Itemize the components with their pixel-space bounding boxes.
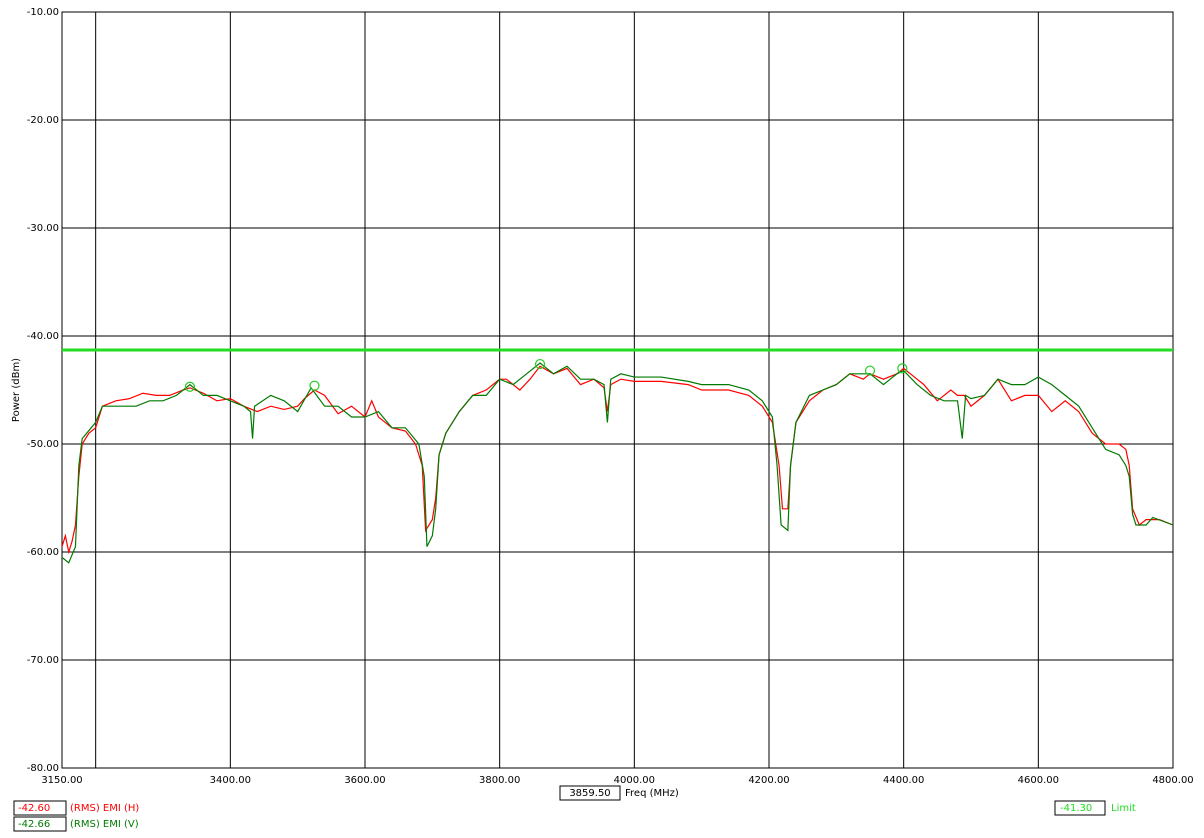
legend-readout-box: [13, 800, 67, 816]
peak-marker: [534, 358, 546, 370]
y-tick-label: -30.00: [27, 223, 59, 234]
series-line: [61, 362, 1174, 564]
legend-readout-box: [13, 816, 67, 832]
y-tick-label: -20.00: [27, 115, 59, 126]
x-tick-label: 4800.00: [1152, 775, 1193, 786]
limit-readout-box: [1054, 800, 1106, 816]
plot-area: [61, 11, 1174, 769]
x-tick-label: 3800.00: [479, 775, 520, 786]
y-tick-label: -40.00: [27, 331, 59, 342]
x-axis-label: Freq (MHz): [625, 788, 679, 799]
x-tick-label: 3400.00: [210, 775, 251, 786]
x-tick-label: 3150.00: [41, 775, 82, 786]
y-tick-label: -80.00: [27, 763, 59, 774]
legend-readout: -42.66: [18, 819, 50, 830]
limit-readout: -41.30: [1060, 803, 1092, 814]
legend-readout: -42.60: [18, 803, 50, 814]
y-tick-label: -50.00: [27, 439, 59, 450]
y-axis-label: Power (dBm): [11, 358, 22, 422]
legend-label: (RMS) EMI (H): [70, 803, 139, 814]
y-tick-label: -60.00: [27, 547, 59, 558]
y-tick-label: -70.00: [27, 655, 59, 666]
peak-marker: [309, 380, 320, 391]
x-tick-label: 4600.00: [1018, 775, 1059, 786]
x-tick-label: 4400.00: [883, 775, 924, 786]
freq-readout-box: [559, 785, 621, 801]
peak-marker: [897, 363, 908, 374]
legend-label: (RMS) EMI (V): [70, 819, 139, 830]
limit-name: Limit: [1111, 803, 1136, 814]
freq-readout: 3859.50: [569, 788, 610, 799]
peak-marker: [864, 365, 876, 376]
x-tick-label: 3600.00: [344, 775, 385, 786]
x-tick-label: 4200.00: [748, 775, 789, 786]
y-tick-label: -10.00: [27, 7, 59, 18]
peak-marker: [184, 381, 196, 392]
x-tick-label: 4000.00: [614, 775, 655, 786]
